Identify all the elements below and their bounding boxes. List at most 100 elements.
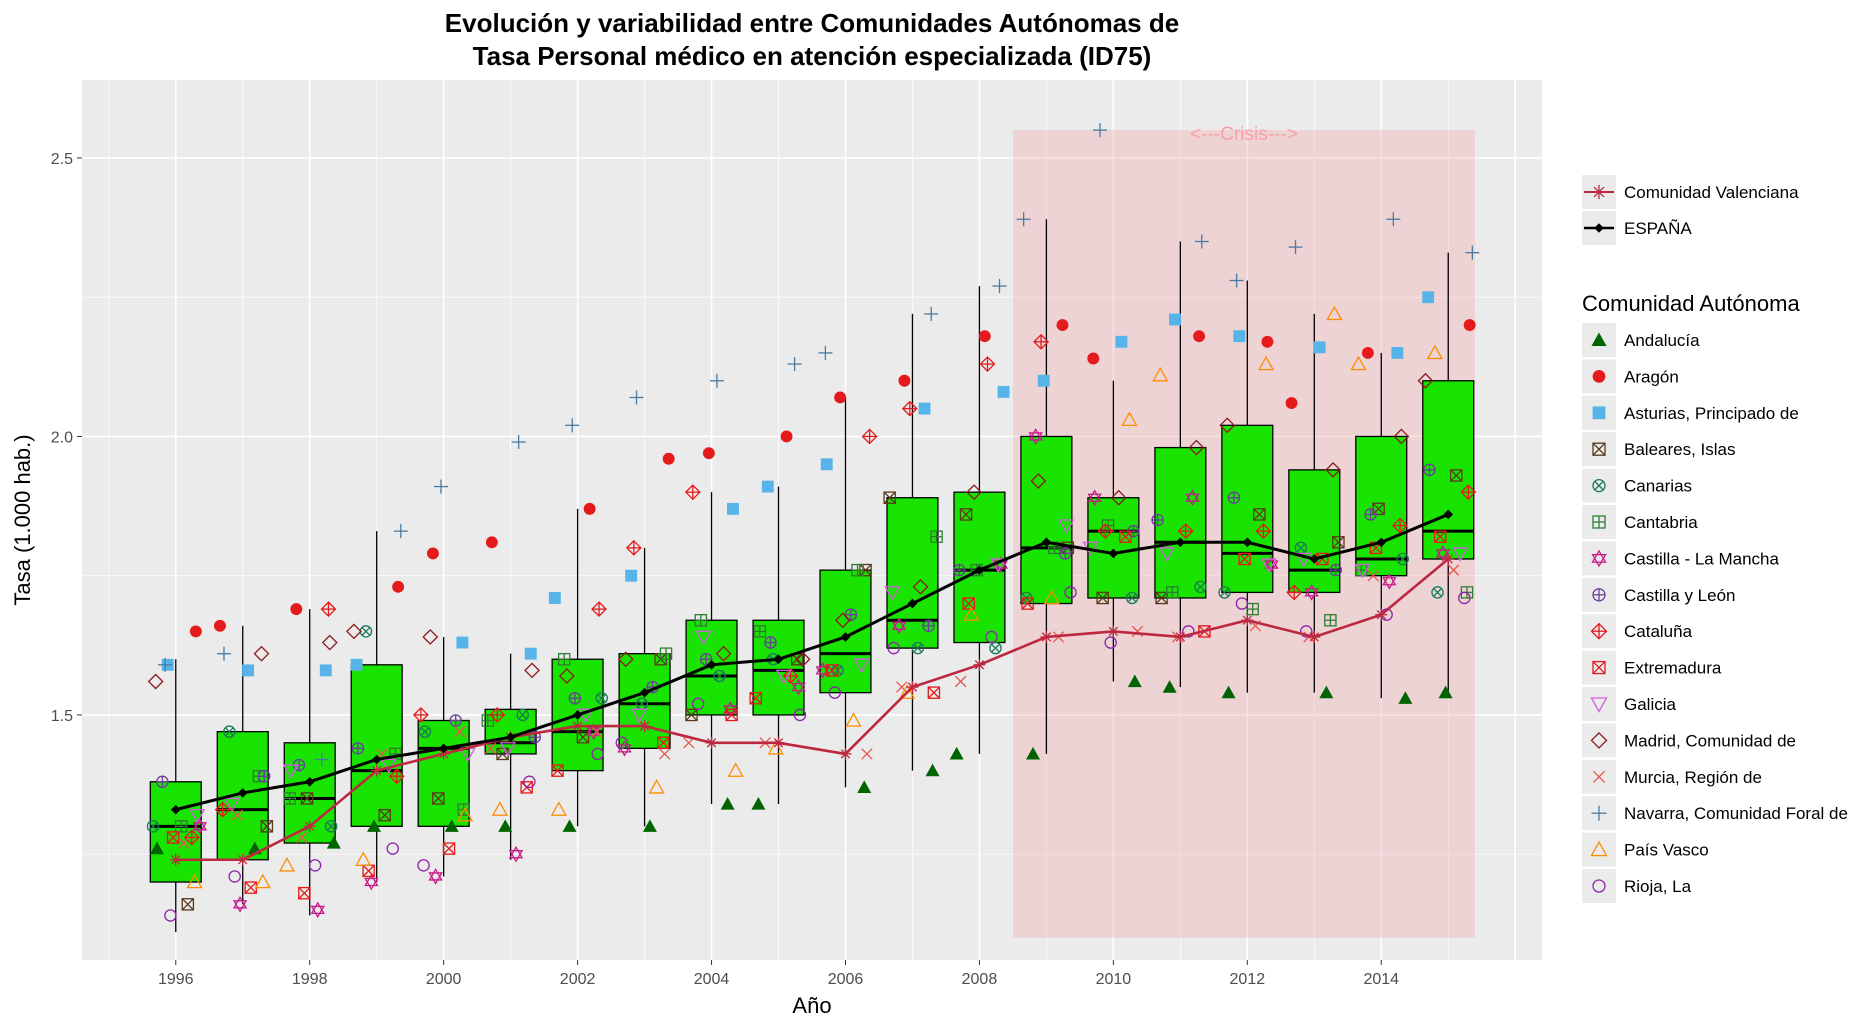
data-point: [442, 842, 456, 855]
data-point: [1194, 234, 1209, 249]
data-point: [324, 820, 338, 833]
data-point: [896, 681, 908, 693]
marker-body: [428, 872, 443, 885]
marker-body: [1590, 731, 1608, 749]
marker-body: [1592, 660, 1606, 675]
data-point: [308, 859, 322, 872]
marker-body: [1300, 625, 1313, 638]
highlight-lines: [169, 509, 1455, 866]
data-point: [189, 625, 202, 638]
marker-stroke: [326, 821, 336, 831]
data-point: [861, 748, 873, 760]
marker-body: [925, 763, 940, 777]
data-point: [242, 664, 255, 677]
data-point: [295, 831, 308, 844]
data-point: [156, 775, 169, 789]
marker-body: [1435, 545, 1451, 558]
marker-body: [1295, 552, 1312, 568]
marker-body: [523, 775, 536, 789]
data-point: [617, 740, 632, 757]
marker-body: [727, 762, 744, 777]
marker-body: [834, 391, 847, 404]
marker-stroke: [1592, 770, 1606, 783]
data-point: [590, 725, 603, 738]
marker-body: [232, 896, 248, 909]
data-point: [158, 657, 173, 672]
marker-stroke: [576, 731, 590, 744]
marker-body: [1087, 352, 1100, 365]
data-point: [1246, 602, 1259, 616]
marker-body: [422, 629, 439, 645]
marker-body: [615, 736, 629, 750]
marker-body: [1592, 370, 1606, 383]
data-point: [1097, 523, 1114, 540]
data-point: [1438, 685, 1453, 699]
data-point: [367, 819, 381, 832]
marker-stroke: [484, 742, 497, 755]
marker-body: [898, 374, 911, 387]
legend-key-marker: [1592, 879, 1606, 893]
marker-body: [1096, 591, 1109, 605]
data-point: [1393, 428, 1410, 445]
marker-body: [304, 776, 315, 787]
series-point: [370, 764, 383, 777]
data-point: [166, 831, 180, 844]
data-point: [1119, 530, 1132, 543]
marker-body: [1433, 530, 1447, 543]
marker-body: [147, 673, 164, 690]
marker-body: [631, 708, 648, 724]
legend-label: Murcia, Región de: [1624, 768, 1762, 787]
data-point: [1398, 691, 1413, 704]
marker-body: [364, 877, 379, 891]
marker-body: [648, 779, 665, 794]
data-point: [146, 820, 160, 833]
data-point: [1382, 572, 1397, 590]
marker-body: [1398, 691, 1413, 704]
marker-body: [432, 792, 445, 805]
legend-key-marker: [1592, 406, 1606, 420]
marker-body: [242, 664, 255, 677]
legend-key-marker: [1590, 697, 1608, 713]
data-point: [1194, 580, 1207, 594]
marker-body: [1233, 330, 1246, 343]
data-point: [1447, 564, 1460, 576]
data-point: [583, 502, 596, 515]
marker-stroke: [496, 747, 509, 760]
data-point: [727, 502, 739, 515]
data-point: [214, 801, 231, 818]
series-point: [1309, 554, 1320, 564]
marker-stroke: [305, 821, 315, 831]
data-point: [1087, 489, 1102, 507]
marker-body: [520, 781, 533, 794]
data-point: [181, 898, 195, 911]
marker-stroke: [1592, 661, 1606, 675]
data-point: [223, 725, 236, 738]
data-point: [658, 748, 671, 760]
data-point: [1452, 547, 1469, 562]
marker-body: [1235, 597, 1249, 610]
series-point: [1442, 552, 1455, 565]
marker-body: [1361, 346, 1374, 359]
legend-key-marker: [1591, 805, 1607, 821]
data-point: [418, 725, 432, 738]
series-point: [706, 660, 717, 670]
marker-body: [181, 898, 195, 911]
marker-body: [591, 747, 604, 761]
marker-stroke: [361, 626, 371, 636]
legend-label: Comunidad Valenciana: [1624, 183, 1799, 202]
marker-body: [1325, 461, 1341, 478]
data-point: [761, 480, 774, 493]
marker-body: [223, 797, 241, 813]
marker-body: [911, 641, 925, 655]
marker-body: [1104, 636, 1117, 649]
marker-body: [883, 491, 896, 504]
marker-body: [1304, 584, 1319, 597]
data-point: [1037, 374, 1050, 387]
marker-body: [720, 797, 735, 810]
data-point: [456, 636, 469, 649]
marker-stroke: [1108, 626, 1119, 637]
marker-body: [617, 744, 632, 757]
marker-stroke: [1296, 543, 1306, 553]
data-point: [1260, 558, 1277, 573]
data-point: [922, 619, 935, 633]
